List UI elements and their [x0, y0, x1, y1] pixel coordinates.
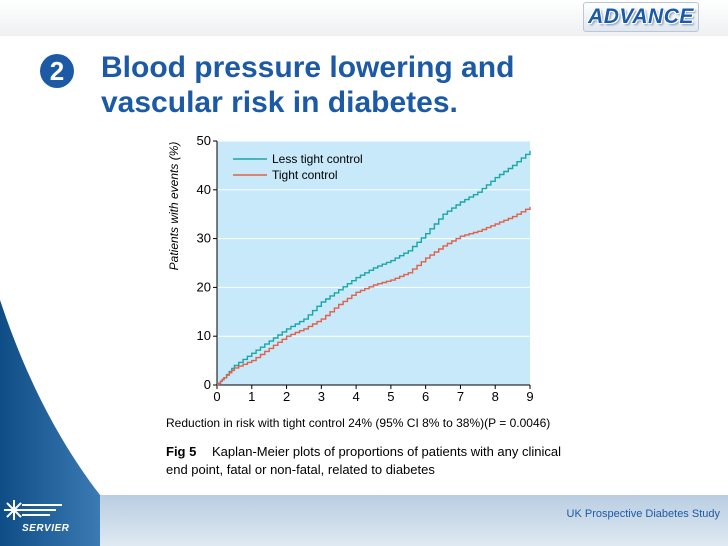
x-tick-label-8: 8	[492, 389, 499, 404]
y-tick-label-50: 50	[197, 133, 211, 148]
legend: Less tight control Tight control	[233, 152, 363, 182]
x-tick-label-1: 1	[248, 389, 255, 404]
left-swoosh	[0, 300, 100, 546]
series-line-tight-control	[217, 206, 531, 386]
x-tick-label-5: 5	[387, 389, 394, 404]
y-tick-label-30: 30	[197, 231, 211, 246]
figure-caption-label: Fig 5	[166, 444, 196, 459]
y-tick-label-10: 10	[197, 328, 211, 343]
legend-label-0: Less tight control	[272, 152, 363, 166]
x-tick-label-7: 7	[457, 389, 464, 404]
advance-logo-text: ADVANCE	[588, 5, 694, 28]
servier-logo	[4, 500, 62, 520]
figure-caption-line2: end point, fatal or non-fatal, related t…	[166, 462, 435, 477]
slide-number-badge: 2	[40, 54, 74, 88]
servier-stripes-icon	[22, 504, 62, 516]
left-decoration	[0, 300, 100, 546]
x-tick-label-9: 9	[526, 389, 533, 404]
series-line-less-tight-control	[217, 150, 531, 386]
series-lines	[217, 150, 531, 386]
servier-star-icon	[4, 500, 24, 520]
slide-title-line1: Blood pressure lowering and	[101, 51, 515, 84]
x-tick-label-6: 6	[422, 389, 429, 404]
risk-reduction-annotation: Reduction in risk with tight control 24%…	[166, 416, 550, 430]
slide-title-line2: vascular risk in diabetes.	[101, 86, 458, 119]
servier-logo-text: SERVIER	[22, 523, 70, 534]
x-tick-label-4: 4	[352, 389, 359, 404]
legend-label-1: Tight control	[272, 168, 338, 182]
x-tick-label-3: 3	[318, 389, 325, 404]
x-tick-label-0: 0	[213, 389, 220, 404]
footer-bar: UK Prospective Diabetes Study	[100, 495, 728, 546]
advance-logo: ADVANCE	[583, 2, 699, 32]
plot-area	[217, 141, 530, 385]
slide-title: Blood pressure lowering and vascular ris…	[101, 50, 621, 120]
y-tick-label-20: 20	[197, 279, 211, 294]
kaplan-meier-chart: 0 1 2 3 4 5 6 7 8 9 0 10 20 30 40 50 Less tight control…	[166, 133, 561, 477]
axis-ticks: 0 1 2 3 4 5 6 7 8 9 0 10 20 30 40 50	[197, 133, 534, 404]
x-tick-label-2: 2	[283, 389, 290, 404]
y-tick-label-0: 0	[204, 377, 211, 392]
y-axis-label: Patients with events (%)	[167, 142, 181, 271]
y-tick-label-40: 40	[197, 182, 211, 197]
figure-caption-line1: Kaplan-Meier plots of proportions of pat…	[212, 444, 561, 459]
footer-source-text: UK Prospective Diabetes Study	[566, 508, 720, 520]
